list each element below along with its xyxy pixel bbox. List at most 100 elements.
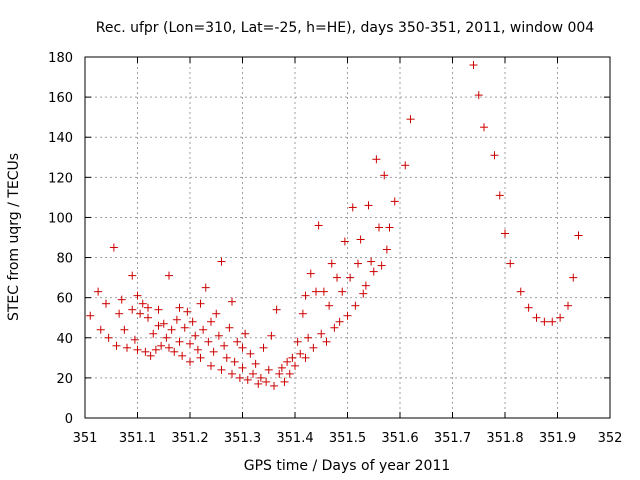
data-point bbox=[356, 235, 365, 244]
data-point bbox=[272, 305, 281, 314]
data-point bbox=[312, 287, 320, 296]
data-point bbox=[212, 309, 221, 318]
data-point bbox=[217, 365, 226, 374]
data-point bbox=[154, 321, 163, 330]
data-point bbox=[340, 237, 349, 246]
data-point bbox=[86, 311, 95, 320]
data-point bbox=[372, 155, 381, 164]
data-point bbox=[306, 269, 315, 278]
y-tick-label: 140 bbox=[48, 131, 73, 146]
data-point bbox=[309, 343, 318, 352]
plot-frame bbox=[84, 56, 611, 419]
data-point bbox=[256, 373, 265, 382]
data-point bbox=[136, 309, 145, 318]
data-point bbox=[262, 377, 271, 386]
data-point bbox=[574, 231, 583, 240]
data-point bbox=[112, 341, 121, 350]
data-point bbox=[228, 369, 236, 378]
data-point bbox=[123, 343, 131, 352]
data-point bbox=[524, 303, 533, 312]
data-point bbox=[288, 353, 297, 362]
data-point bbox=[159, 319, 168, 328]
data-point bbox=[469, 61, 478, 70]
data-point bbox=[238, 343, 247, 352]
data-point bbox=[235, 373, 244, 382]
data-point bbox=[109, 243, 118, 252]
data-point bbox=[348, 203, 357, 212]
data-point bbox=[548, 317, 557, 326]
data-point bbox=[243, 375, 252, 384]
data-point bbox=[569, 273, 578, 282]
data-point bbox=[280, 377, 289, 386]
data-point bbox=[249, 369, 257, 378]
data-point bbox=[346, 273, 355, 282]
data-point bbox=[120, 325, 129, 334]
y-tick-label: 100 bbox=[48, 211, 73, 226]
data-point bbox=[377, 261, 386, 270]
y-tick-label: 120 bbox=[48, 171, 73, 186]
data-point bbox=[333, 273, 341, 282]
x-tick-label: 351.6 bbox=[381, 431, 418, 446]
data-point bbox=[165, 271, 173, 280]
data-point bbox=[283, 357, 292, 366]
data-point bbox=[532, 313, 541, 322]
x-tick-label: 351 bbox=[73, 431, 98, 446]
data-point bbox=[490, 151, 499, 160]
data-point bbox=[327, 259, 336, 268]
data-point bbox=[275, 369, 284, 378]
x-tick-label: 352 bbox=[598, 431, 623, 446]
y-tick-label: 0 bbox=[65, 412, 73, 427]
data-point bbox=[380, 171, 389, 180]
data-point bbox=[375, 223, 383, 232]
data-point bbox=[319, 287, 328, 296]
data-point bbox=[154, 305, 163, 314]
data-point bbox=[359, 289, 368, 298]
data-point bbox=[285, 369, 294, 378]
data-point bbox=[201, 283, 210, 292]
data-point bbox=[506, 259, 515, 268]
data-point bbox=[175, 337, 184, 346]
x-tick-label: 351.5 bbox=[329, 431, 366, 446]
data-point bbox=[364, 201, 373, 210]
x-axis-title: GPS time / Days of year 2011 bbox=[244, 458, 451, 474]
data-point bbox=[259, 343, 268, 352]
data-point bbox=[209, 347, 218, 356]
data-point bbox=[556, 313, 565, 322]
data-points bbox=[86, 61, 583, 390]
data-point bbox=[322, 337, 331, 346]
data-point bbox=[204, 337, 213, 346]
data-point bbox=[144, 313, 152, 322]
data-point bbox=[146, 351, 155, 360]
data-point bbox=[385, 223, 394, 232]
data-point bbox=[270, 381, 278, 390]
data-point bbox=[338, 287, 347, 296]
chart-title: Rec. ufpr (Lon=310, Lat=-25, h=HE), days… bbox=[96, 20, 595, 36]
data-point bbox=[162, 333, 171, 342]
data-point bbox=[180, 323, 189, 332]
data-point bbox=[196, 353, 205, 362]
data-point bbox=[390, 197, 399, 206]
data-point bbox=[317, 329, 326, 338]
data-point bbox=[480, 123, 488, 132]
data-point bbox=[172, 315, 181, 324]
data-point bbox=[175, 303, 184, 312]
data-point bbox=[330, 323, 339, 332]
data-point bbox=[267, 331, 276, 340]
data-point bbox=[133, 291, 142, 300]
y-tick-label: 180 bbox=[48, 51, 73, 66]
data-point bbox=[214, 331, 223, 340]
x-tick-label: 351.7 bbox=[434, 431, 471, 446]
data-point bbox=[325, 301, 334, 310]
data-point bbox=[228, 297, 236, 306]
x-tick-label: 351.8 bbox=[486, 431, 523, 446]
data-point bbox=[516, 287, 525, 296]
data-point bbox=[178, 351, 187, 360]
data-point bbox=[133, 345, 142, 354]
data-point bbox=[191, 331, 200, 340]
y-axis-title: STEC from uqrg / TECUs bbox=[6, 153, 22, 321]
data-point bbox=[238, 363, 247, 372]
data-point bbox=[277, 363, 286, 372]
data-point bbox=[151, 345, 160, 354]
data-point bbox=[254, 379, 263, 388]
data-point bbox=[196, 299, 205, 308]
